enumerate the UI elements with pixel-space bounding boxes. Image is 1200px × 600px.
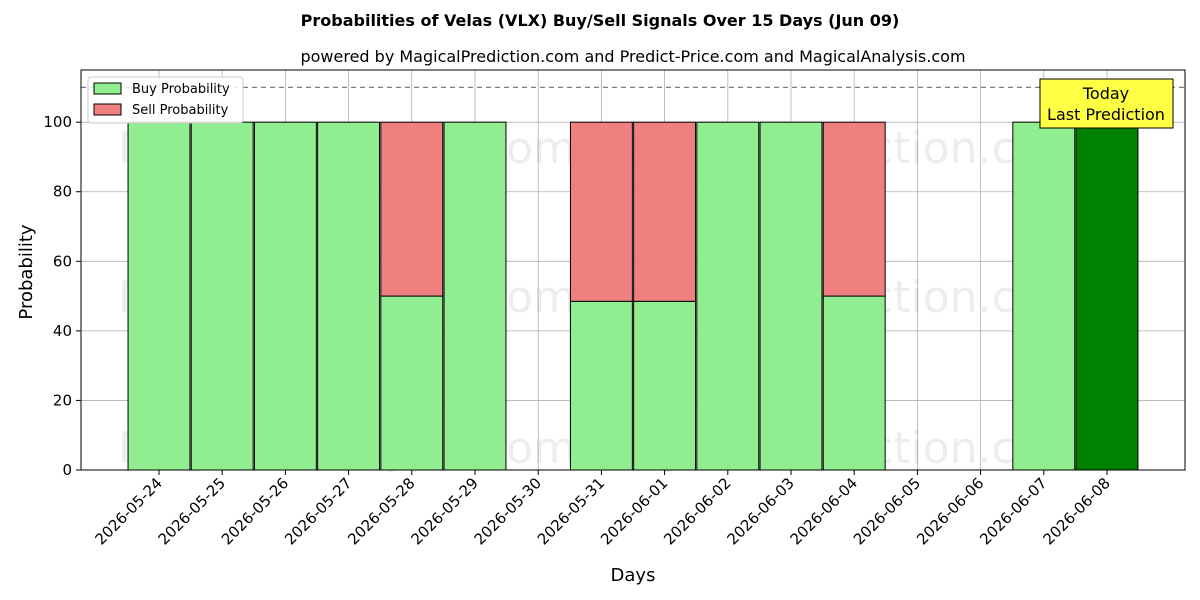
bar-buy bbox=[380, 295, 444, 471]
bar-sell bbox=[569, 121, 633, 302]
bar-buy bbox=[633, 300, 697, 471]
x-axis-label: Days bbox=[611, 565, 656, 586]
x-tick-label: 2026-05-24 bbox=[91, 474, 165, 548]
bar-buy bbox=[253, 121, 317, 471]
x-tick-label: 2026-06-05 bbox=[850, 474, 924, 548]
chart-subtitle: powered by MagicalPrediction.com and Pre… bbox=[300, 47, 965, 66]
y-tick-label: 40 bbox=[53, 322, 72, 340]
x-tick-label: 2026-06-08 bbox=[1039, 474, 1113, 548]
legend-swatch-sell bbox=[93, 103, 122, 116]
legend-label-buy: Buy Probability bbox=[132, 82, 230, 97]
legend-swatch-buy bbox=[93, 82, 122, 95]
bar-buy bbox=[696, 121, 760, 471]
x-tick-label: 2026-06-04 bbox=[787, 474, 861, 548]
bar-sell bbox=[633, 121, 697, 302]
legend-box bbox=[87, 76, 244, 124]
y-tick-label: 100 bbox=[43, 113, 72, 131]
bar-sell bbox=[380, 121, 444, 297]
bar-buy bbox=[317, 121, 381, 471]
bars-layer bbox=[127, 121, 1139, 471]
y-axis-ticks: 0 20 40 60 80 100 bbox=[43, 113, 81, 479]
legend: Buy Probability Sell Probability bbox=[87, 76, 244, 124]
x-tick-label: 2026-05-26 bbox=[218, 474, 292, 548]
chart-title: Probabilities of Velas (VLX) Buy/Sell Si… bbox=[301, 11, 900, 30]
x-tick-label: 2026-05-28 bbox=[344, 474, 418, 548]
x-tick-label: 2026-05-30 bbox=[471, 474, 545, 548]
x-tick-label: 2026-06-07 bbox=[976, 474, 1050, 548]
y-tick-label: 20 bbox=[53, 391, 72, 409]
y-tick-label: 80 bbox=[53, 183, 72, 201]
y-axis-label: Probability bbox=[16, 224, 37, 319]
annotation-box bbox=[1039, 78, 1174, 129]
x-axis-ticks: 2026-05-242026-05-252026-05-262026-05-27… bbox=[91, 470, 1114, 548]
x-tick-label: 2026-06-01 bbox=[597, 474, 671, 548]
x-tick-label: 2026-05-27 bbox=[281, 474, 355, 548]
x-tick-label: 2026-06-03 bbox=[723, 474, 797, 548]
x-tick-label: 2026-06-06 bbox=[913, 474, 987, 548]
bar-buy bbox=[190, 121, 254, 471]
legend-label-sell: Sell Probability bbox=[132, 103, 229, 118]
bar-buy bbox=[127, 121, 191, 471]
y-tick-label: 0 bbox=[62, 461, 72, 479]
x-tick-label: 2026-05-29 bbox=[407, 474, 481, 548]
today-annotation: Today Last Prediction bbox=[1039, 78, 1174, 129]
bar-buy bbox=[443, 121, 507, 471]
x-tick-label: 2026-05-31 bbox=[534, 474, 608, 548]
annotation-line-1: Today bbox=[1082, 84, 1129, 103]
bar-buy bbox=[759, 121, 823, 471]
x-tick-label: 2026-06-02 bbox=[660, 474, 734, 548]
annotation-line-2: Last Prediction bbox=[1047, 105, 1165, 124]
y-tick-label: 60 bbox=[53, 252, 72, 270]
bar-buy bbox=[822, 295, 886, 471]
bar-buy bbox=[1012, 121, 1076, 471]
bar-buy bbox=[1075, 121, 1139, 471]
x-tick-label: 2026-05-25 bbox=[155, 474, 229, 548]
plot-frame bbox=[80, 69, 1186, 471]
bar-sell bbox=[822, 121, 886, 297]
bar-buy bbox=[569, 300, 633, 471]
